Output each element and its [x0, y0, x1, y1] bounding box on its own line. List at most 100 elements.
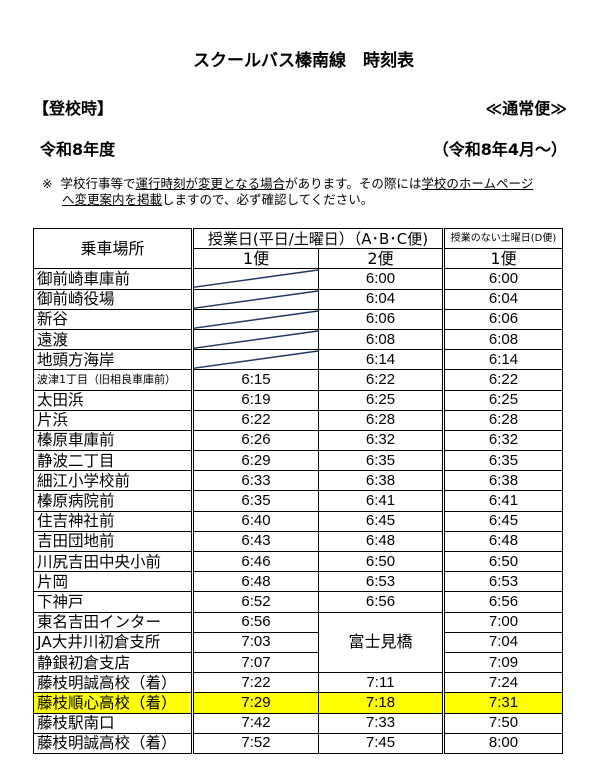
table-row: 住吉神社前 6:40 6:45 6:45 [33, 510, 563, 532]
time-bin1: 7:42 [192, 712, 319, 734]
time-bin-d: 7:00 [443, 611, 563, 633]
note-underline: へ変更案内を掲載 [62, 192, 163, 207]
note-underline: 学校のホームページ [421, 176, 534, 191]
stop-header: 乗車場所 [33, 227, 194, 270]
time-bin-d: 6:35 [443, 450, 563, 472]
table-row: 細江小学校前 6:33 6:38 6:38 [33, 470, 563, 492]
table-row: 地頭方海岸 6:14 6:14 [33, 349, 563, 371]
stop-name: 下神戸 [33, 591, 194, 613]
no-service-slash [194, 289, 318, 309]
service-type-label: ≪通常便≫ [485, 99, 567, 118]
time-bin1: 6:43 [192, 530, 319, 553]
no-service-slash [194, 350, 318, 370]
class-day-header: 授業日(平日/土曜日）（A･B･C便) [192, 227, 445, 250]
time-bin2: 6:41 [318, 490, 445, 512]
no-class-saturday-header: 授業のない土曜日(D便) [443, 227, 563, 250]
stop-name: 遠渡 [33, 328, 194, 351]
time-bin2: 7:33 [318, 712, 445, 734]
time-bin-d: 7:50 [443, 712, 563, 734]
note-text: があります。その際には [285, 176, 422, 191]
stop-name: 新谷 [33, 308, 194, 330]
time-bin2: 6:28 [318, 409, 445, 431]
time-bin-d: 6:50 [443, 550, 563, 573]
no-service-cell [192, 349, 319, 371]
time-bin1: 7:22 [192, 672, 319, 694]
time-bin-d: 7:24 [443, 672, 563, 694]
trip-type-label: 【登校時】 [33, 99, 114, 118]
time-bin1: 7:52 [192, 732, 319, 754]
time-bin2: 6:22 [318, 369, 445, 391]
stop-name: 藤枝明誠高校（着） [33, 732, 194, 754]
time-bin1: 6:19 [192, 389, 319, 411]
no-service-slash [194, 269, 318, 289]
table-row: 藤枝駅南口 7:42 7:33 7:50 [33, 712, 563, 734]
table-row: 藤枝順心高校（着） 7:29 7:18 7:31 [33, 692, 563, 714]
table-row: 太田浜 6:19 6:25 6:25 [33, 389, 563, 411]
stop-name: 波津1丁目（旧相良車庫前） [33, 369, 194, 391]
stop-name: JA大井川初倉支所 [33, 631, 194, 653]
note-underline: 運行時刻が変更となる場合 [135, 176, 286, 191]
time-bin2: 6:50 [318, 550, 445, 573]
note-text: 学校行事等で [60, 176, 136, 191]
table-row: 片岡 6:48 6:53 6:53 [33, 571, 563, 593]
table-row: 片浜 6:22 6:28 6:28 [33, 409, 563, 431]
time-bin-d: 6:06 [443, 308, 563, 330]
table-row: 新谷 6:06 6:06 [33, 308, 563, 330]
stop-name: 静銀初倉支店 [33, 651, 194, 674]
bin2-header: 2便 [318, 248, 445, 270]
note-text: しますので、必ず確認してください。 [162, 192, 374, 207]
time-bin2: 6:35 [318, 450, 445, 472]
stop-name: 御前崎車庫前 [33, 268, 194, 290]
time-bin-d: 7:04 [443, 631, 563, 653]
table-row: 下神戸 6:52 6:56 6:56 [33, 591, 563, 613]
stop-name: 静波二丁目 [33, 450, 194, 472]
time-bin2: 6:53 [318, 571, 445, 593]
time-bin-d: 6:04 [443, 288, 563, 310]
stop-name: 吉田団地前 [33, 530, 194, 553]
table-row: 遠渡 6:08 6:08 [33, 328, 563, 351]
stop-name: 榛原病院前 [33, 490, 194, 512]
stop-name: 住吉神社前 [33, 510, 194, 532]
stop-name: 片浜 [33, 409, 194, 431]
time-bin1: 6:48 [192, 571, 319, 593]
time-bin2: 6:48 [318, 530, 445, 553]
time-bin1: 6:46 [192, 550, 319, 573]
effective-date: （令和8年4月～） [432, 140, 567, 159]
time-bin2: 6:56 [318, 591, 445, 613]
time-bin-d: 6:48 [443, 530, 563, 553]
table-row: 東名吉田インター 6:56 富士見橋 7:00 [33, 611, 563, 674]
time-bin2: 6:32 [318, 429, 445, 452]
time-bin-d: 8:00 [443, 732, 563, 754]
time-bin2: 6:38 [318, 470, 445, 492]
stop-name: 川尻吉田中央小前 [33, 550, 194, 573]
time-bin-d: 6:00 [443, 268, 563, 290]
stop-name: 片岡 [33, 571, 194, 593]
table-row: 波津1丁目（旧相良車庫前） 6:15 6:22 6:22 [33, 369, 563, 391]
time-bin-d: 6:53 [443, 571, 563, 593]
time-bin-d: 7:31 [443, 692, 563, 714]
stop-name: 藤枝順心高校（着） [33, 692, 194, 714]
time-bin1: 6:35 [192, 490, 319, 512]
time-bin-d: 6:32 [443, 429, 563, 452]
time-bin1: 6:56 [192, 611, 319, 633]
page-title: スクールバス榛南線 時刻表 [193, 51, 414, 71]
time-bin2: 6:06 [318, 308, 445, 330]
table-row: 川尻吉田中央小前 6:46 6:50 6:50 [33, 550, 563, 573]
table-row: JA大井川初倉支所 7:03 7:04 [33, 631, 563, 653]
time-bin2: 7:18 [318, 692, 445, 714]
no-service-slash [194, 310, 318, 329]
stop-name: 太田浜 [33, 389, 194, 411]
stop-name: 地頭方海岸 [33, 349, 194, 371]
table-row: 吉田団地前 6:43 6:48 6:48 [33, 530, 563, 553]
time-bin2: 6:25 [318, 389, 445, 411]
time-bin2: 7:11 [318, 672, 445, 694]
fiscal-year: 令和8年度 [40, 140, 116, 159]
table-row: 静波二丁目 6:29 6:35 6:35 [33, 450, 563, 472]
stop-name: 細江小学校前 [33, 470, 194, 492]
time-bin1: 6:40 [192, 510, 319, 532]
time-bin1: 6:15 [192, 369, 319, 391]
bin1-header: 1便 [192, 248, 319, 270]
table-row: 御前崎役場 6:04 6:04 [33, 288, 563, 310]
time-bin2: 6:14 [318, 349, 445, 371]
stop-name: 東名吉田インター [33, 611, 194, 633]
